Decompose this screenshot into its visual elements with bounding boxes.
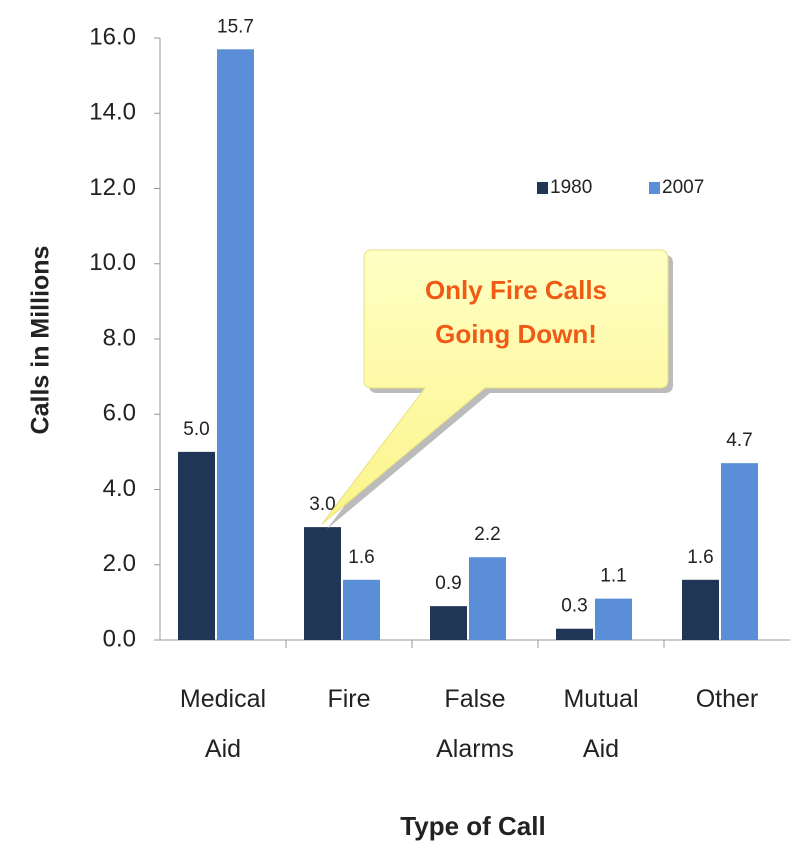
bar bbox=[469, 557, 506, 640]
bar bbox=[556, 628, 593, 640]
legend-label: 1980 bbox=[550, 177, 592, 198]
value-label: 4.7 bbox=[726, 430, 752, 451]
callout-text: Going Down! bbox=[435, 319, 597, 349]
bar bbox=[343, 579, 380, 640]
y-tick-label: 14.0 bbox=[89, 99, 136, 126]
y-tick-label: 2.0 bbox=[103, 550, 136, 577]
x-axis-label: Type of Call bbox=[400, 811, 545, 841]
x-tick-label: Mutual Aid bbox=[563, 685, 638, 763]
value-label: 2.2 bbox=[474, 524, 500, 545]
y-tick-label: 4.0 bbox=[103, 475, 136, 502]
y-tick-label: 12.0 bbox=[89, 174, 136, 201]
x-tick-label: Medical Aid bbox=[180, 685, 266, 763]
legend-swatch bbox=[537, 182, 548, 194]
value-label: 5.0 bbox=[183, 419, 209, 440]
legend-label: 2007 bbox=[662, 177, 704, 198]
x-tick-label: False Alarms bbox=[436, 685, 514, 763]
y-tick-label: 6.0 bbox=[103, 400, 136, 427]
y-tick-label: 0.0 bbox=[103, 625, 136, 652]
y-tick-label: 8.0 bbox=[103, 324, 136, 351]
x-tick-label: Other bbox=[696, 685, 759, 713]
callout: Only Fire Calls Going Down! bbox=[321, 249, 673, 529]
y-axis-label: Calls in Millions bbox=[27, 246, 55, 435]
value-label: 1.6 bbox=[348, 547, 374, 568]
y-tick-label: 10.0 bbox=[89, 249, 136, 276]
callout-box bbox=[321, 249, 669, 525]
callout-text: Only Fire Calls bbox=[425, 275, 607, 305]
legend-swatch bbox=[649, 182, 660, 194]
value-label: 0.9 bbox=[435, 573, 461, 594]
bar bbox=[682, 579, 719, 640]
value-label: 1.6 bbox=[687, 547, 713, 568]
value-label: 0.3 bbox=[561, 596, 587, 617]
bar bbox=[595, 598, 632, 640]
bar bbox=[430, 606, 467, 640]
bar bbox=[178, 451, 215, 640]
y-tick-label: 16.0 bbox=[89, 23, 136, 50]
bar bbox=[721, 463, 758, 640]
value-label: 15.7 bbox=[217, 16, 254, 37]
x-tick-label: Fire bbox=[327, 685, 370, 713]
value-label: 1.1 bbox=[600, 566, 626, 587]
bar bbox=[217, 49, 254, 641]
bar bbox=[304, 527, 341, 640]
value-label: 3.0 bbox=[309, 494, 335, 515]
